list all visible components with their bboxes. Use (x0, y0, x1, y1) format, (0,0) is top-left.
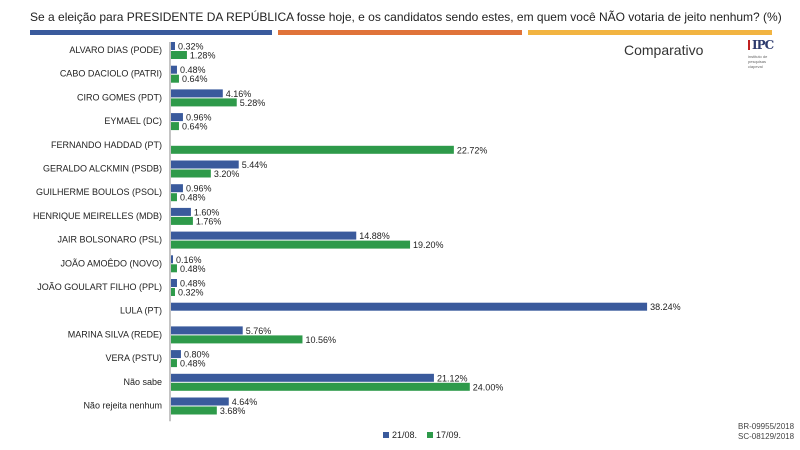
bar-series-1 (171, 255, 173, 264)
bar-series-2 (171, 74, 179, 83)
category-label: ALVARO DIAS (PODE) (69, 45, 162, 55)
category-label: EYMAEL (DC) (104, 116, 162, 126)
data-label-series-2: 0.48% (180, 264, 206, 274)
legend-label-series-2: 17/09. (436, 430, 462, 440)
data-label-series-1: 0.80% (184, 350, 210, 360)
data-label-series-2: 24.00% (473, 382, 504, 392)
category-label: LULA (PT) (120, 306, 162, 316)
accent-stripe-blue (30, 30, 272, 35)
bar-series-2 (171, 51, 187, 59)
bar-series-1 (171, 65, 177, 74)
chart-subtitle: Comparativo (624, 42, 704, 58)
category-label: GERALDO ALCKMIN (PSDB) (43, 164, 162, 174)
bar-chart: ALVARO DIAS (PODE) 0.32%1.28%CABO DACIOLO… (33, 42, 681, 422)
registration-codes: BR-09955/2018 SC-08129/2018 (738, 422, 794, 442)
bar-series-2 (171, 122, 179, 131)
bar-series-2 (171, 216, 193, 225)
bar-series-1 (171, 42, 175, 50)
category-label: HENRIQUE MEIRELLES (MDB) (33, 211, 162, 221)
data-label-series-1: 38.24% (650, 302, 681, 312)
bar-series-1 (171, 160, 239, 169)
data-label-series-1: 4.16% (226, 89, 252, 99)
bar-series-2 (171, 382, 470, 391)
data-label-series-1: 0.96% (186, 113, 212, 123)
bar-series-2 (171, 264, 177, 273)
data-label-series-2: 10.56% (305, 335, 336, 345)
data-label-series-1: 5.76% (246, 326, 272, 336)
category-label: JAIR BOLSONARO (PSL) (57, 235, 162, 245)
bar-series-1 (171, 113, 183, 122)
legend-swatch-series-2 (427, 432, 434, 438)
legend: 21/08. 17/09. (383, 430, 461, 440)
category-label: CIRO GOMES (PDT) (77, 92, 162, 102)
data-label-series-1: 5.44% (242, 160, 268, 170)
bar-series-2 (171, 359, 177, 368)
bar-series-2 (171, 240, 411, 249)
bar-series-1 (171, 207, 191, 216)
data-label-series-2: 0.48% (180, 193, 206, 203)
category-label: JOÃO AMOÊDO (NOVO) (60, 258, 162, 268)
category-label: CABO DACIOLO (PATRI) (60, 69, 162, 79)
category-label: JOÃO GOULART FILHO (PPL) (37, 282, 162, 292)
accent-stripe-yellow (528, 30, 772, 35)
data-label-series-1: 0.16% (176, 255, 202, 265)
bar-series-2 (171, 98, 237, 107)
logo-text: IPC (752, 38, 774, 52)
bar-series-1 (171, 350, 181, 359)
data-label-series-1: 0.32% (178, 42, 204, 52)
legend-item-series-1: 21/08. (383, 430, 417, 440)
data-label-series-2: 1.28% (190, 51, 216, 61)
logo-subtext: instituto de pesquisas ciapeval (748, 54, 768, 69)
bar-series-2 (171, 406, 217, 415)
data-label-series-1: 14.88% (359, 231, 390, 241)
category-label: Não sabe (123, 377, 162, 387)
legend-swatch-series-1 (383, 432, 389, 438)
bar-series-2 (171, 169, 211, 178)
ipc-logo: IPC instituto de pesquisas ciapeval (748, 38, 778, 72)
bar-series-1 (171, 89, 223, 98)
data-label-series-2: 19.20% (413, 240, 444, 250)
data-label-series-1: 0.48% (180, 279, 206, 289)
data-label-series-2: 3.68% (220, 406, 246, 416)
accent-stripe-orange (278, 30, 522, 35)
bar-series-1 (171, 326, 243, 335)
category-label: GUILHERME BOULOS (PSOL) (36, 187, 162, 197)
data-label-series-1: 4.64% (232, 397, 258, 407)
registration-code-br: BR-09955/2018 (738, 422, 795, 431)
bar-series-1 (171, 231, 357, 240)
registration-code-sc: SC-08129/2018 (738, 432, 795, 441)
data-label-series-1: 1.60% (194, 207, 220, 217)
data-label-series-1: 0.96% (186, 184, 212, 194)
bar-series-1 (171, 373, 434, 382)
data-label-series-2: 22.72% (457, 145, 488, 155)
data-label-series-2: 0.64% (182, 122, 208, 132)
bar-series-1 (171, 397, 229, 406)
data-label-series-2: 1.76% (196, 216, 222, 226)
bar-series-1 (171, 279, 177, 287)
legend-item-series-2: 17/09. (427, 430, 461, 440)
data-label-series-2: 0.32% (178, 288, 204, 298)
chart-title: Se a eleição para PRESIDENTE DA REPÚBLIC… (30, 10, 782, 24)
bar-series-2 (171, 335, 303, 344)
bar-series-2 (171, 145, 454, 154)
data-label-series-2: 5.28% (240, 98, 266, 108)
data-label-series-2: 0.48% (180, 359, 206, 369)
bar-series-1 (171, 184, 183, 193)
bar-series-2 (171, 288, 175, 296)
category-label: MARINA SILVA (REDE) (68, 329, 162, 339)
data-label-series-2: 0.64% (182, 74, 208, 84)
bar-series-1 (171, 302, 648, 311)
legend-label-series-1: 21/08. (392, 430, 418, 440)
bar-series-2 (171, 193, 177, 202)
category-label: VERA (PSTU) (105, 353, 162, 363)
category-label: Não rejeita nenhum (83, 401, 162, 411)
data-label-series-2: 3.20% (214, 169, 240, 179)
category-label: FERNANDO HADDAD (PT) (51, 140, 162, 150)
data-label-series-1: 0.48% (180, 65, 206, 75)
data-label-series-1: 21.12% (437, 373, 468, 383)
